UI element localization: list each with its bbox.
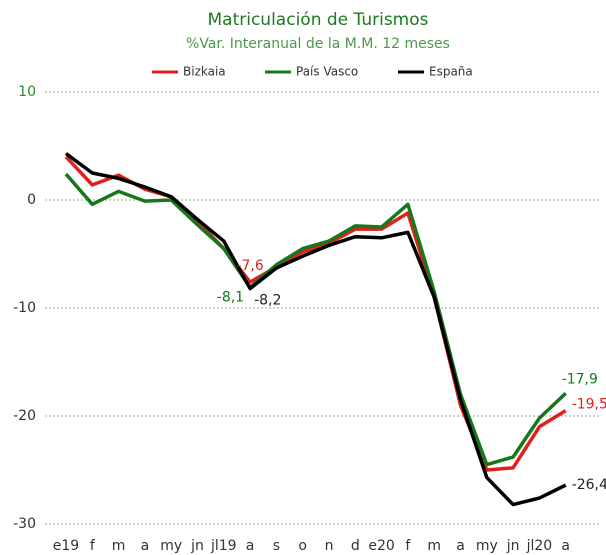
x-tick-label: f <box>90 538 96 554</box>
y-tick-label: -30 <box>13 516 36 532</box>
data-label: -19,5 <box>572 397 606 413</box>
x-tick-label: jn <box>506 538 520 554</box>
x-tick-label: a <box>141 538 150 554</box>
legend-label: España <box>429 65 473 79</box>
x-tick-label: my <box>160 538 182 554</box>
x-tick-label: d <box>351 538 360 554</box>
x-tick-label: a <box>561 538 570 554</box>
data-label: -8,1 <box>217 289 244 305</box>
legend-label: Bizkaia <box>183 65 226 79</box>
x-tick-label: m <box>112 538 126 554</box>
x-tick-label: e19 <box>53 538 79 554</box>
x-tick-label: jl19 <box>210 538 237 554</box>
x-tick-label: m <box>427 538 441 554</box>
x-tick-label: s <box>273 538 280 554</box>
data-label: -7,6 <box>236 258 263 274</box>
data-label: -17,9 <box>562 371 598 387</box>
series-line <box>64 152 567 507</box>
legend-label: País Vasco <box>296 65 358 79</box>
y-tick-label: -20 <box>13 408 36 424</box>
x-tick-label: jn <box>190 538 204 554</box>
x-tick-label: n <box>325 538 334 554</box>
x-tick-label: e20 <box>368 538 394 554</box>
y-tick-label: -10 <box>13 300 36 316</box>
series-line <box>64 172 567 467</box>
data-label: -26,4 <box>572 477 606 493</box>
chart-subtitle: %Var. Interanual de la M.M. 12 meses <box>186 36 450 52</box>
series-line <box>64 155 567 472</box>
data-label: -8,2 <box>254 293 281 309</box>
x-tick-label: jl20 <box>526 538 553 554</box>
chart-title: Matriculación de Turismos <box>208 10 429 30</box>
x-tick-label: a <box>246 538 255 554</box>
x-tick-label: o <box>298 538 307 554</box>
y-tick-label: 0 <box>27 192 36 208</box>
x-tick-label: f <box>405 538 411 554</box>
x-tick-label: my <box>476 538 498 554</box>
x-tick-label: a <box>456 538 465 554</box>
y-tick-label: 10 <box>18 84 36 100</box>
